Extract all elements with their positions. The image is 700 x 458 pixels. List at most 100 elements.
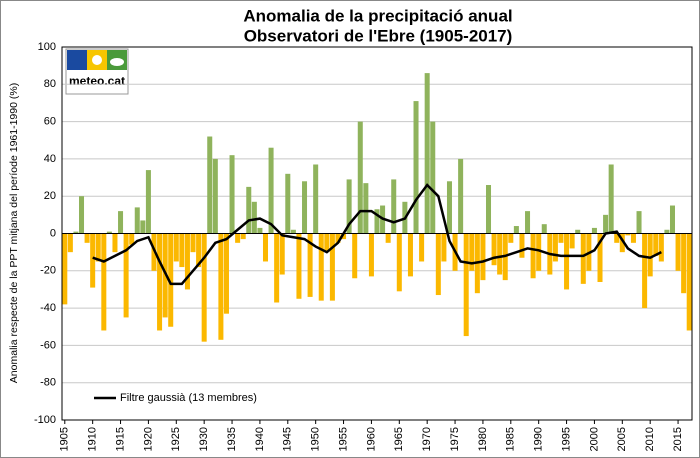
x-tick-label: 1935 xyxy=(226,427,238,451)
y-tick-label: -20 xyxy=(40,265,56,277)
bar xyxy=(329,233,335,301)
x-tick-label: 1985 xyxy=(505,427,517,451)
bar xyxy=(608,164,614,234)
bar xyxy=(480,233,486,281)
bar xyxy=(257,227,263,234)
bar xyxy=(630,233,636,243)
y-tick-label: 60 xyxy=(44,116,56,128)
legend-label: Filtre gaussià (13 membres) xyxy=(120,392,257,404)
bar xyxy=(441,233,447,262)
bar xyxy=(313,164,319,234)
bar xyxy=(653,233,659,256)
bar xyxy=(324,233,330,253)
y-tick-label: -80 xyxy=(40,377,56,389)
x-tick-label: 2010 xyxy=(644,427,656,451)
y-tick-label: -40 xyxy=(40,302,56,314)
bar xyxy=(569,233,575,249)
bar xyxy=(335,233,341,243)
bar xyxy=(262,233,269,262)
bar xyxy=(196,233,202,268)
bar xyxy=(552,233,558,262)
bar xyxy=(274,233,280,303)
bar xyxy=(251,201,257,234)
bar xyxy=(318,233,324,301)
y-axis-label: Anomalia respecte de la PPT mitjana del … xyxy=(8,83,20,383)
bar xyxy=(223,233,229,314)
bar xyxy=(396,233,402,292)
x-tick-label: 2000 xyxy=(588,427,600,451)
x-tick-label: 1945 xyxy=(282,427,294,451)
bar xyxy=(201,233,207,342)
bar xyxy=(580,233,586,284)
bar xyxy=(212,158,218,234)
x-tick-label: 1920 xyxy=(142,427,154,451)
bar xyxy=(145,170,151,234)
x-tick-label: 1965 xyxy=(393,427,405,451)
x-tick-label: 1930 xyxy=(198,427,210,451)
bar xyxy=(129,233,135,245)
bar xyxy=(84,233,90,243)
y-tick-label: -100 xyxy=(34,414,56,426)
bar xyxy=(536,233,542,271)
bar xyxy=(290,229,296,234)
bar xyxy=(118,211,124,234)
bar xyxy=(240,233,246,240)
bar xyxy=(368,233,374,277)
logo-text: meteo.cat xyxy=(69,74,125,88)
bar xyxy=(296,233,302,299)
bar xyxy=(458,158,464,234)
bar xyxy=(413,101,419,234)
bar xyxy=(446,181,452,234)
bar xyxy=(79,196,85,234)
chart-title: Observatori de l'Ebre (1905-2017) xyxy=(244,26,513,45)
bar xyxy=(625,233,631,236)
bar xyxy=(469,233,475,271)
bar xyxy=(558,233,564,243)
bar xyxy=(246,186,252,234)
bar xyxy=(173,233,179,262)
bar xyxy=(658,233,664,262)
x-tick-label: 1980 xyxy=(477,427,489,451)
x-tick-label: 2015 xyxy=(672,427,684,451)
x-tick-label: 1910 xyxy=(87,427,99,451)
bar xyxy=(352,233,358,279)
bar xyxy=(614,233,620,243)
y-tick-label: 40 xyxy=(44,153,56,165)
bar xyxy=(513,226,519,234)
bar xyxy=(346,179,352,234)
chart-title: Anomalia de la precipitació anual xyxy=(243,6,512,25)
bar xyxy=(279,233,285,275)
bar xyxy=(541,224,547,234)
bar xyxy=(363,183,369,234)
bar xyxy=(268,147,274,234)
bar xyxy=(95,233,101,262)
bar xyxy=(307,233,313,297)
plot-border xyxy=(61,46,693,421)
bar xyxy=(62,233,68,305)
bar xyxy=(140,220,146,234)
bar xyxy=(357,121,363,234)
bar xyxy=(491,233,497,266)
bar xyxy=(647,233,653,277)
bar xyxy=(508,233,514,243)
bar xyxy=(302,181,308,234)
bar xyxy=(463,233,469,337)
y-tick-label: 80 xyxy=(44,78,56,90)
bar xyxy=(430,121,436,234)
bar xyxy=(179,233,185,268)
x-tick-label: 1940 xyxy=(254,427,266,451)
bar xyxy=(229,155,235,234)
bar xyxy=(675,233,681,271)
bar xyxy=(101,233,107,331)
bar xyxy=(218,233,224,340)
x-tick-label: 1975 xyxy=(449,427,461,451)
bar xyxy=(168,233,174,327)
bar xyxy=(497,233,503,275)
smoothed-line xyxy=(92,183,662,286)
y-tick-label: 100 xyxy=(38,41,56,53)
bar xyxy=(407,233,413,277)
bar xyxy=(597,233,603,282)
bar xyxy=(519,233,525,258)
bar xyxy=(73,231,79,234)
